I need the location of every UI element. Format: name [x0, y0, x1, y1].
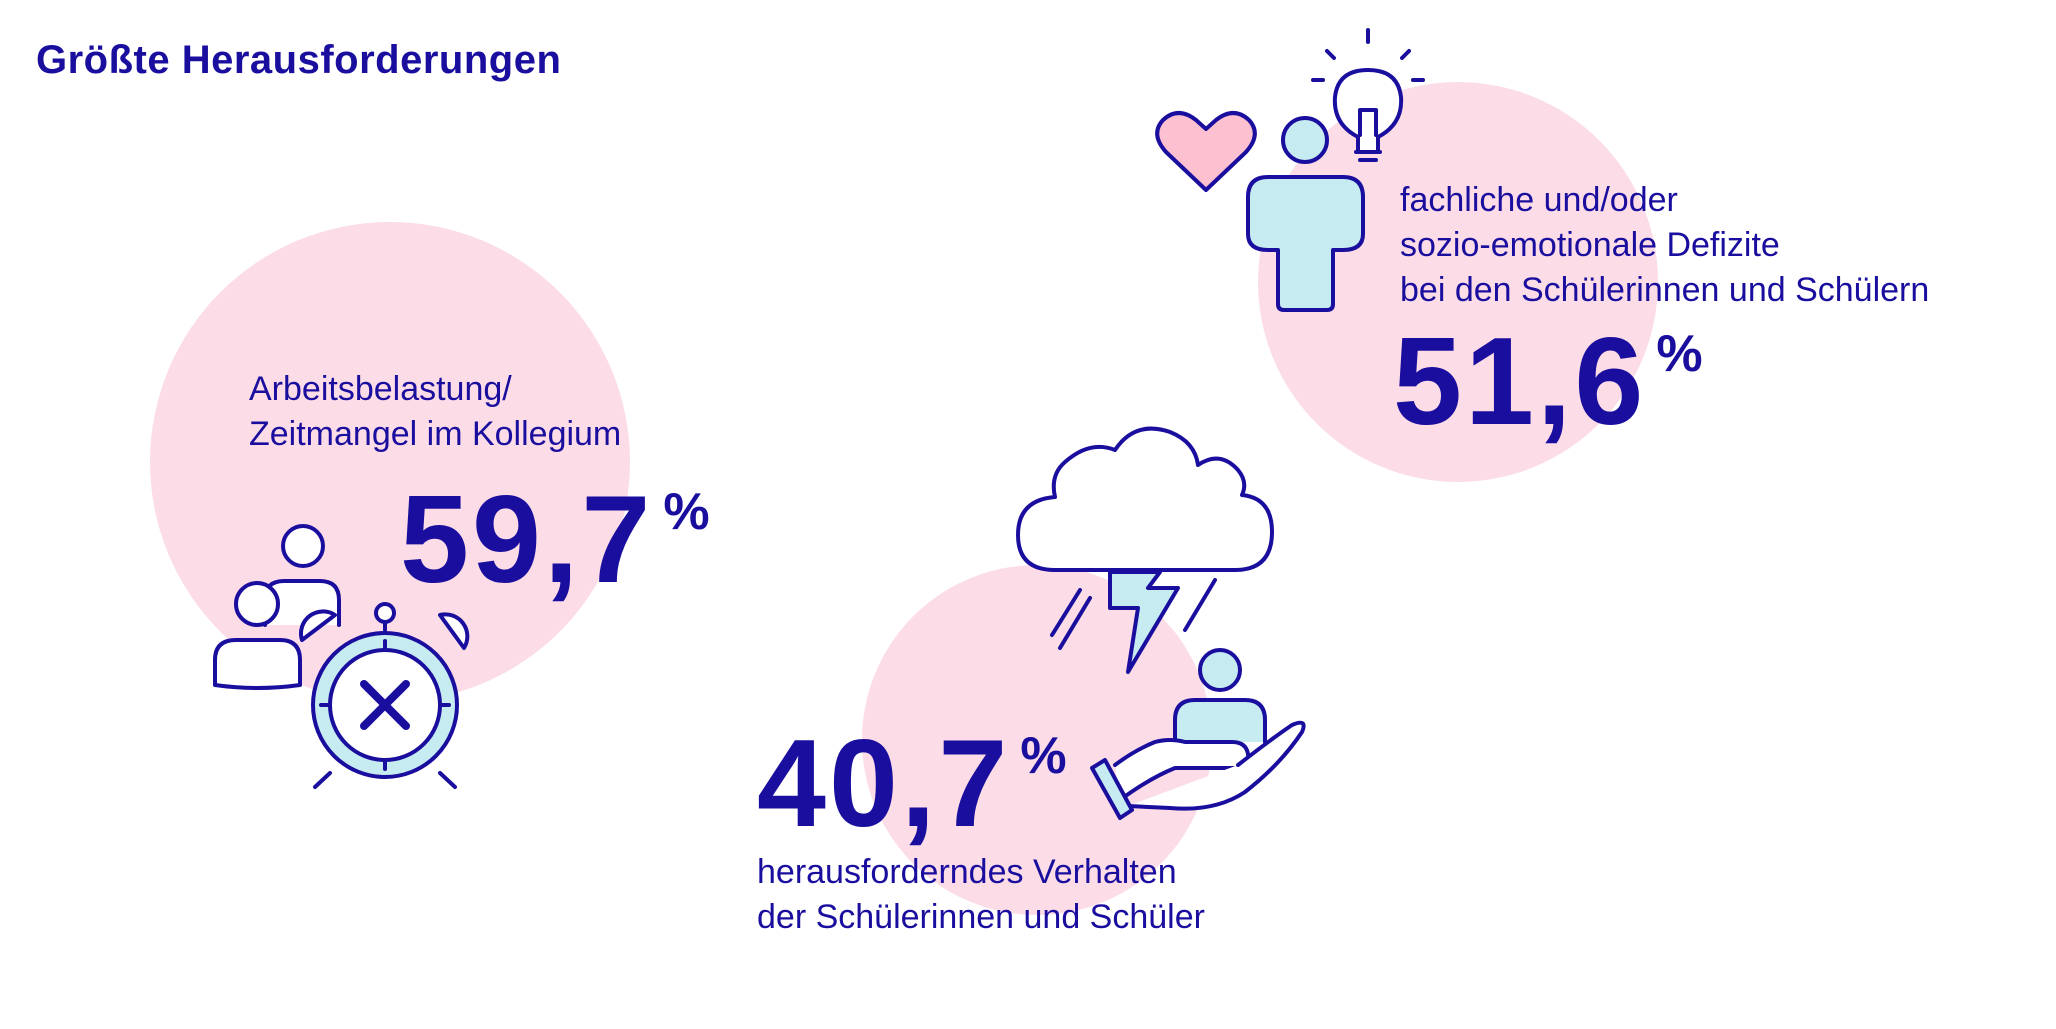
percent-sign: %: [1020, 727, 1067, 785]
percent-sign: %: [1656, 325, 1703, 383]
label-line: der Schülerinnen und Schüler: [757, 898, 1205, 936]
percentage-workload: 59,7%: [400, 478, 710, 602]
label-line: sozio-emotionale Defizite: [1400, 226, 1780, 264]
percent-sign: %: [663, 483, 710, 541]
label-line: bei den Schülerinnen und Schülern: [1400, 271, 1930, 309]
label-line: fachliche und/oder: [1400, 181, 1678, 219]
cloud-icon: [1016, 426, 1274, 572]
page-title: Größte Herausforderungen: [36, 38, 562, 82]
label-line: Arbeitsbelastung/: [249, 370, 512, 408]
people-alarm-clock-icon: [213, 524, 470, 789]
person-head-icon: [281, 524, 325, 568]
person-head-icon: [1281, 116, 1329, 164]
person-heart-lightbulb-icon: [1155, 28, 1425, 312]
label-deficits: fachliche und/oder sozio-emotionale Defi…: [1400, 178, 1929, 313]
percentage-value: 51,6: [1393, 313, 1647, 451]
percentage-deficits: 51,6%: [1393, 320, 1703, 444]
label-behavior: herausforderndes Verhalten der Schülerin…: [757, 850, 1205, 940]
person-head-icon: [1198, 648, 1242, 692]
heart-icon: [1155, 111, 1257, 192]
label-workload: Arbeitsbelastung/ Zeitmangel im Kollegiu…: [249, 367, 621, 457]
percentage-value: 40,7: [757, 715, 1011, 853]
person-body-icon: [1246, 175, 1365, 312]
label-line: herausforderndes Verhalten: [757, 853, 1177, 891]
percentage-value: 59,7: [400, 471, 654, 609]
percentage-behavior: 40,7%: [757, 722, 1067, 846]
hand-icon: [1113, 738, 1251, 802]
label-line: Zeitmangel im Kollegium: [249, 415, 622, 453]
lightning-icon: [1108, 570, 1180, 674]
storm-cloud-hand-person-icon: [1016, 426, 1306, 820]
